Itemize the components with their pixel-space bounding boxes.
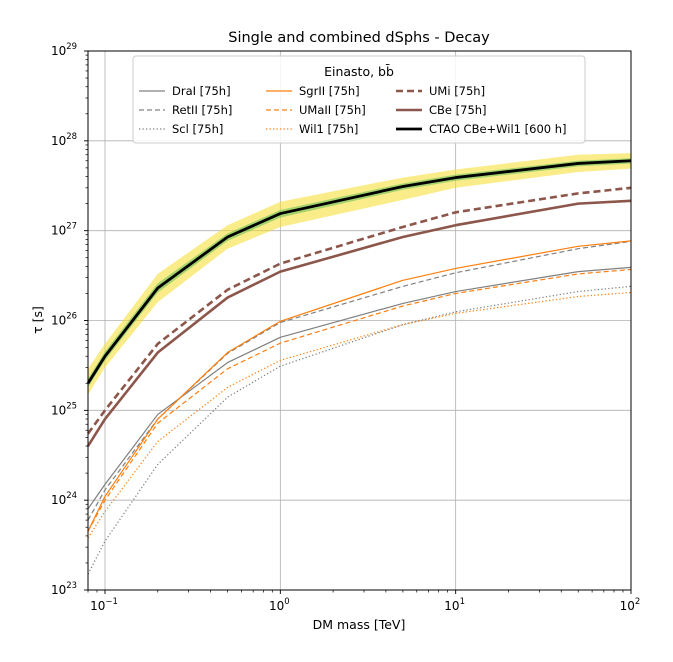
x-axis-label: DM mass [TeV]	[313, 617, 406, 632]
uncertainty-band	[88, 153, 631, 395]
legend-label: UMaII [75h]	[299, 103, 366, 117]
y-axis-label: τ [s]	[30, 306, 45, 334]
legend-label: Wil1 [75h]	[299, 122, 358, 136]
series-line	[87, 291, 632, 539]
legend-label: RetII [75h]	[172, 103, 232, 117]
y-tick-label: 1024	[51, 491, 77, 507]
legend-label: Scl [75h]	[172, 122, 223, 136]
legend: Einasto, bb̄ DraI [75h] RetII [75h] Scl [7…	[132, 55, 586, 144]
y-tick-label: 1029	[51, 42, 77, 58]
axis-ticks: 10−1 100 101 102 1023 1024 1025 1026 1027 1028 102…	[51, 42, 640, 613]
series-line	[86, 199, 632, 447]
legend-label: DraI [75h]	[172, 84, 231, 98]
legend-label: SgrII [75h]	[299, 84, 360, 98]
chart-title: Single and combined dSphs - Decay	[228, 30, 490, 46]
uncertainty-bands	[88, 153, 631, 395]
series-line	[87, 240, 632, 521]
y-tick-label: 1028	[51, 132, 77, 148]
y-tick-label: 1023	[51, 581, 77, 597]
legend-label: UMi [75h]	[429, 84, 485, 98]
series-lines	[86, 159, 632, 575]
x-tick-label: 10−1	[90, 597, 118, 613]
series-line	[87, 240, 632, 532]
series-line	[86, 159, 632, 385]
legend-frame	[132, 55, 586, 144]
series-line	[87, 266, 632, 510]
series-line	[86, 186, 632, 435]
legend-label: CTAO CBe+Wil1 [600 h]	[429, 122, 567, 136]
y-tick-label: 1027	[51, 222, 77, 238]
series-line	[87, 268, 632, 532]
x-tick-label: 102	[620, 597, 641, 613]
x-tick-label: 101	[444, 597, 465, 613]
y-tick-label: 1026	[51, 312, 77, 328]
y-tick-label: 1025	[51, 401, 77, 417]
legend-title: Einasto, bb̄	[324, 64, 394, 79]
legend-label: CBe [75h]	[429, 103, 487, 117]
series-line	[87, 285, 632, 575]
x-tick-label: 100	[269, 597, 290, 613]
